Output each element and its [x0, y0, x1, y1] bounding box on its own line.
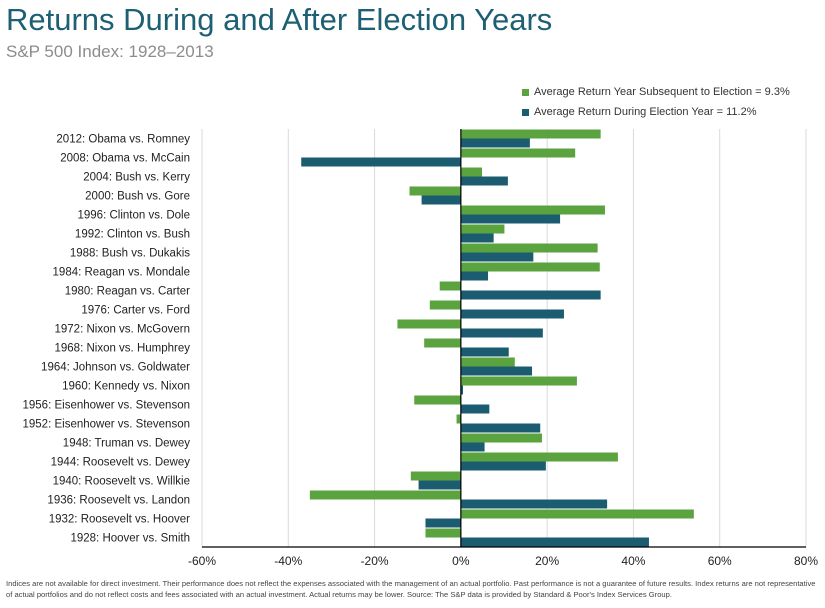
- category-label: 1940: Roosevelt vs. Willkie: [53, 476, 190, 488]
- category-label: 1980: Reagan vs. Carter: [65, 286, 190, 298]
- legend-label-during: Average Return During Election Year = 11…: [534, 106, 757, 118]
- bar-subsequent: [410, 471, 461, 481]
- bar-subsequent: [397, 319, 461, 329]
- category-label: 1964: Johnson vs. Goldwater: [41, 362, 190, 374]
- x-tick-label: -40%: [274, 554, 302, 568]
- category-label: 1960: Kennedy vs. Nixon: [62, 381, 190, 393]
- category-label: 1944: Roosevelt vs. Dewey: [51, 457, 191, 469]
- legend-swatch-subsequent: [522, 88, 529, 96]
- category-label: 1948: Truman vs. Dewey: [63, 438, 190, 450]
- bar-subsequent: [424, 338, 461, 348]
- category-label: 1972: Nixon vs. McGovern: [54, 324, 190, 336]
- bar-subsequent: [460, 243, 598, 253]
- category-label: 1968: Nixon vs. Humphrey: [54, 343, 190, 355]
- bar-subsequent: [460, 205, 605, 215]
- category-label: 1952: Eisenhower vs. Stevenson: [23, 419, 191, 431]
- x-tick-label: -60%: [188, 554, 216, 568]
- bar-during: [460, 214, 561, 224]
- bar-during: [425, 518, 461, 528]
- category-label: 1932: Roosevelt vs. Hoover: [49, 514, 190, 526]
- bar-during: [460, 366, 533, 376]
- bar-subsequent: [460, 509, 694, 519]
- bar-during: [460, 176, 508, 186]
- bar-subsequent: [460, 357, 515, 367]
- category-label: 1992: Clinton vs. Bush: [75, 229, 190, 241]
- bar-during: [460, 442, 485, 452]
- bar-subsequent: [309, 490, 461, 500]
- legend-item-subsequent: Average Return Year Subsequent to Electi…: [522, 82, 790, 102]
- category-label: 2000: Bush vs. Gore: [85, 191, 190, 203]
- bar-during: [460, 461, 546, 471]
- bar-subsequent: [460, 433, 542, 443]
- bar-during: [460, 347, 509, 357]
- category-label: 1996: Clinton vs. Dole: [77, 210, 190, 222]
- bar-during: [460, 271, 489, 281]
- bar-during: [460, 252, 534, 262]
- bar-subsequent: [414, 395, 461, 405]
- bar-during: [460, 233, 494, 243]
- bar-subsequent: [439, 281, 461, 291]
- bar-subsequent: [429, 300, 461, 310]
- category-label: 2008: Obama vs. McCain: [60, 153, 190, 165]
- bar-subsequent: [425, 528, 461, 538]
- legend-item-during: Average Return During Election Year = 11…: [522, 102, 790, 122]
- bar-subsequent: [409, 186, 461, 196]
- x-tick-label: 60%: [708, 554, 732, 568]
- bar-during: [460, 385, 464, 395]
- chart-legend: Average Return Year Subsequent to Electi…: [522, 82, 790, 122]
- x-tick-label: 40%: [621, 554, 645, 568]
- category-label: 1976: Carter vs. Ford: [81, 305, 190, 317]
- category-label: 1928: Hoover vs. Smith: [70, 533, 190, 545]
- bar-during: [460, 328, 543, 338]
- bar-during: [301, 157, 461, 167]
- category-label: 1936: Roosevelt vs. Landon: [47, 495, 190, 507]
- bar-during: [460, 138, 530, 148]
- category-label: 2004: Bush vs. Kerry: [83, 172, 190, 184]
- bar-subsequent: [460, 167, 482, 177]
- bar-chart: 2012: Obama vs. Romney 2008: Obama vs. Mc…: [23, 129, 818, 568]
- x-tick-label: 0%: [452, 554, 470, 568]
- legend-swatch-during: [522, 108, 529, 116]
- category-label: 1956: Eisenhower vs. Stevenson: [23, 400, 191, 412]
- x-tick-label: -20%: [361, 554, 389, 568]
- bar-subsequent: [460, 452, 618, 462]
- bar-subsequent: [460, 262, 600, 272]
- bar-during: [460, 423, 541, 433]
- bar-subsequent: [456, 414, 461, 424]
- bar-during: [460, 290, 601, 300]
- bar-subsequent: [460, 129, 601, 139]
- bar-during: [460, 499, 608, 509]
- bar-during: [460, 537, 649, 547]
- bar-subsequent: [460, 148, 576, 158]
- page-title: Returns During and After Election Years: [6, 2, 553, 37]
- bar-during: [460, 309, 564, 319]
- category-label: 1988: Bush vs. Dukakis: [70, 248, 190, 260]
- x-tick-label: 20%: [535, 554, 559, 568]
- legend-label-subsequent: Average Return Year Subsequent to Electi…: [534, 86, 790, 98]
- footnote: Indices are not available for direct inv…: [6, 579, 816, 599]
- bar-during: [418, 480, 461, 490]
- bar-during: [421, 195, 461, 205]
- category-label: 1984: Reagan vs. Mondale: [53, 267, 190, 279]
- bar-during: [460, 404, 490, 414]
- x-tick-label: 80%: [794, 554, 818, 568]
- page-subtitle: S&P 500 Index: 1928–2013: [6, 42, 214, 61]
- category-label: 2012: Obama vs. Romney: [56, 134, 190, 146]
- bar-subsequent: [460, 376, 577, 386]
- bar-subsequent: [460, 224, 505, 234]
